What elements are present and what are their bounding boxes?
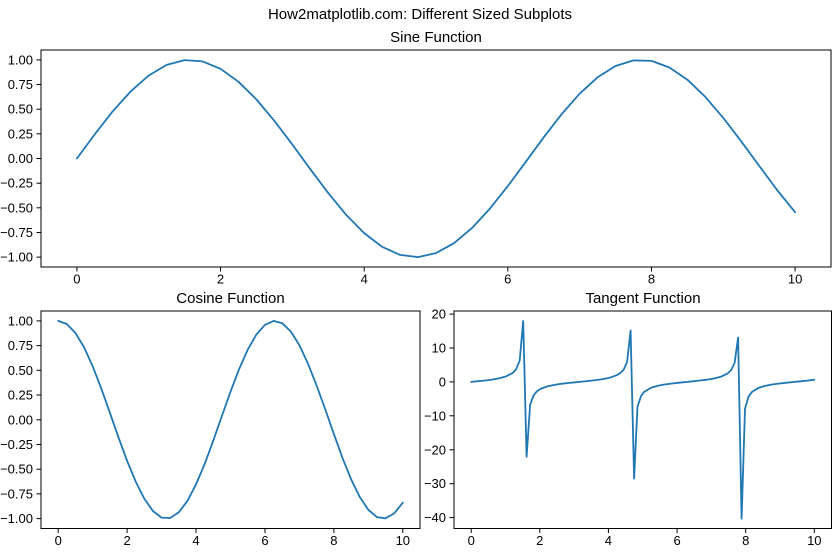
tangent-y-tick-label: −10	[424, 408, 446, 423]
tangent-curve	[470, 320, 816, 520]
cosine-y-tick-label: 0.75	[8, 338, 33, 353]
tangent-y-tick-label: 20	[432, 307, 446, 322]
sine-y-tick-label: −0.25	[0, 176, 33, 191]
cosine-y-tick-label: 0.00	[8, 412, 33, 427]
sine-x-tick-label: 8	[648, 272, 655, 287]
cosine-x-tick-label: 10	[396, 533, 410, 548]
tangent-y-tick-label: −30	[424, 476, 446, 491]
sine-y-tick-label: 1.00	[8, 52, 33, 67]
tangent-x-tick-label: 10	[807, 533, 821, 548]
tangent-x-tick-label: 4	[605, 533, 612, 548]
cosine-y-tick-label: −1.00	[0, 511, 33, 526]
tangent-y-tick-label: 10	[432, 341, 446, 356]
sine-axes-spines	[40, 49, 832, 268]
sine-y-tick-label: −1.00	[0, 250, 33, 265]
subplot-title-tangent: Tangent Function	[585, 290, 701, 307]
cosine-y-tick-label: −0.50	[0, 462, 33, 477]
tangent-y-tick-label: −20	[424, 442, 446, 457]
sine-x-tick-label: 2	[217, 272, 224, 287]
cosine-y-tick-label: −0.75	[0, 486, 33, 501]
tangent-x-tick-label: 2	[536, 533, 543, 548]
tangent-x-tick-label: 6	[673, 533, 680, 548]
cosine-axes-spines	[40, 310, 421, 529]
cosine-y-tick-label: 0.50	[8, 363, 33, 378]
figure-suptitle: How2matplotlib.com: Different Sized Subp…	[267, 6, 573, 23]
cosine-x-tick-label: 0	[55, 533, 62, 548]
cosine-curve	[57, 319, 404, 520]
sine-x-tick-label: 0	[73, 272, 80, 287]
cosine-y-tick-label: 1.00	[8, 313, 33, 328]
tangent-y-tick-label: −40	[424, 510, 446, 525]
cosine-x-tick-label: 6	[261, 533, 268, 548]
sine-y-tick-label: −0.75	[0, 225, 33, 240]
subplot-title-sine: Sine Function	[390, 29, 482, 46]
sine-curve	[76, 59, 796, 259]
sine-y-tick-label: 0.75	[8, 77, 33, 92]
cosine-x-tick-label: 4	[192, 533, 199, 548]
sine-x-tick-label: 4	[361, 272, 368, 287]
tangent-y-tick-label: 0	[439, 374, 446, 389]
subplot-title-cosine: Cosine Function	[176, 290, 285, 307]
sine-y-tick-label: 0.00	[8, 151, 33, 166]
cosine-x-tick-label: 8	[330, 533, 337, 548]
cosine-y-tick-label: 0.25	[8, 388, 33, 403]
cosine-y-tick-label: −0.25	[0, 437, 33, 452]
tangent-x-tick-label: 0	[468, 533, 475, 548]
tangent-x-tick-label: 8	[742, 533, 749, 548]
sine-x-tick-label: 10	[788, 272, 802, 287]
sine-y-tick-label: 0.25	[8, 126, 33, 141]
cosine-x-tick-label: 2	[123, 533, 130, 548]
sine-x-tick-label: 6	[504, 272, 511, 287]
sine-y-tick-label: −0.50	[0, 200, 33, 215]
sine-y-tick-label: 0.50	[8, 102, 33, 117]
tangent-axes-spines	[453, 310, 832, 529]
